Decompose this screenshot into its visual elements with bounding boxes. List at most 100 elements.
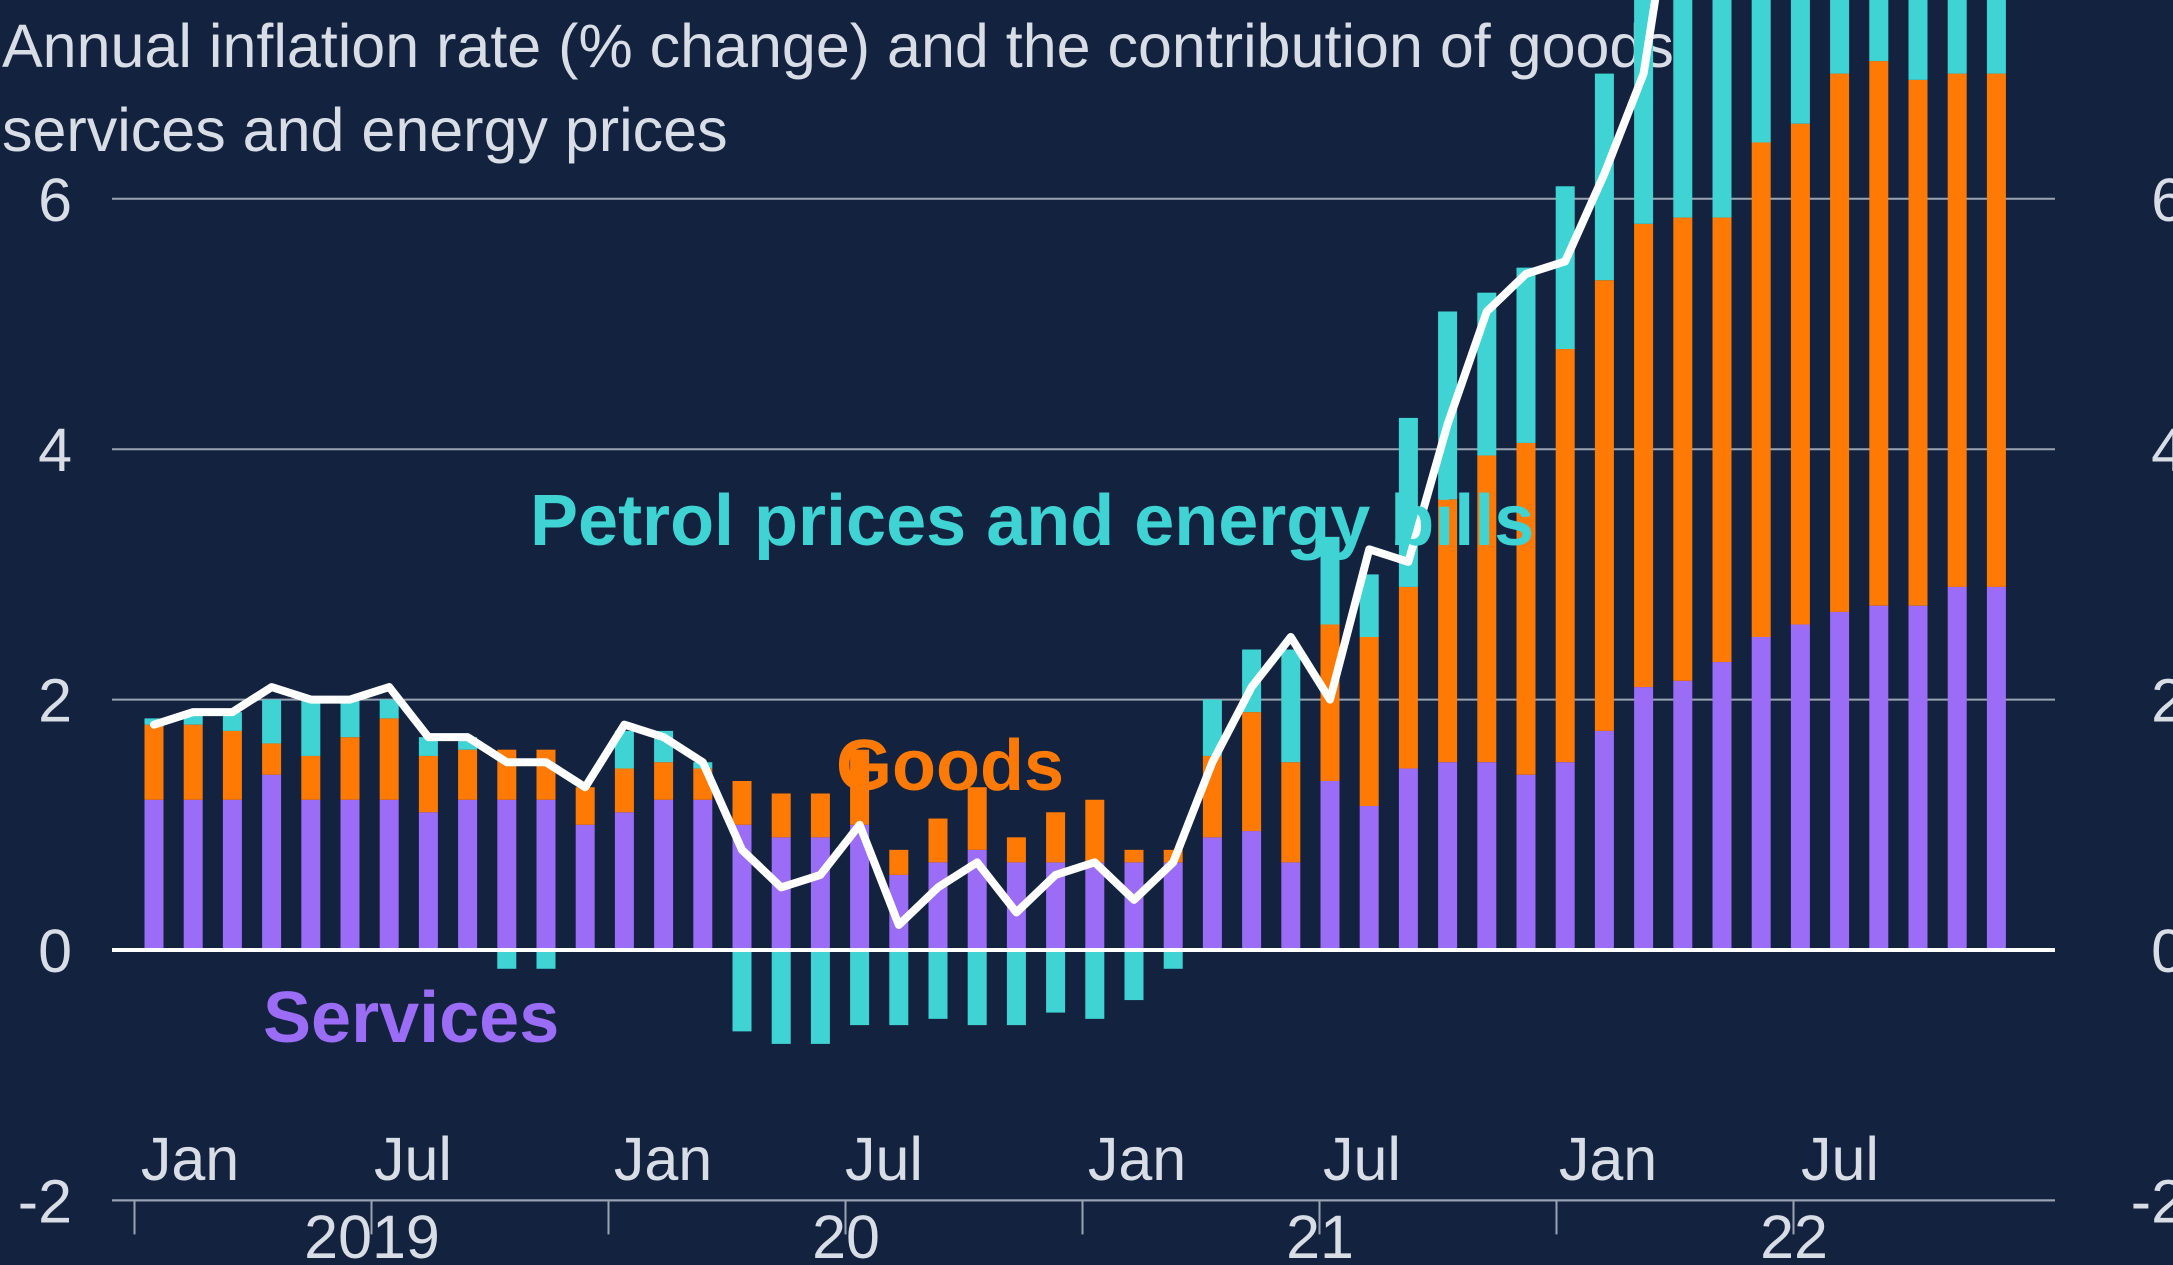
bar-energy	[1516, 267, 1536, 443]
bar-goods	[222, 730, 242, 800]
bar-services	[889, 874, 909, 950]
inflation-line-group	[150, 0, 1660, 929]
axes: -2-2002244668810101212JanJulJanJulJanJul…	[18, 166, 2173, 1265]
bar-goods	[850, 749, 870, 825]
bar-services	[850, 824, 870, 950]
bar-energy	[536, 950, 556, 969]
bar-services	[340, 799, 360, 950]
bar-energy	[1908, 0, 1928, 80]
x-tick-label: Jan	[1088, 1125, 1186, 1193]
x-tick-label: Jan	[141, 1125, 239, 1193]
bar-goods	[340, 737, 360, 800]
bar-goods	[654, 762, 674, 800]
bar-services	[1869, 605, 1889, 950]
bar-goods	[1908, 79, 1928, 606]
bar-services	[1947, 586, 1967, 950]
bar-goods	[967, 787, 987, 850]
bar-services	[1790, 624, 1810, 950]
bar-services	[1634, 687, 1654, 950]
bar-goods	[262, 743, 282, 775]
bar-services	[1359, 806, 1379, 950]
bar-goods	[575, 787, 595, 825]
bar-services	[1751, 637, 1771, 950]
y-tick-label-right: -2	[2131, 1167, 2173, 1235]
bar-goods	[771, 793, 791, 838]
y-tick-label-left: 2	[38, 667, 72, 735]
bar-energy	[850, 950, 870, 1026]
y-tick-label-right: 4	[2151, 416, 2173, 484]
bar-services	[1085, 862, 1105, 950]
bar-goods	[1712, 217, 1732, 663]
bar-goods	[418, 755, 438, 813]
bar-goods	[1438, 499, 1458, 763]
bar-goods	[144, 724, 164, 800]
y-tick-label-right: 6	[2151, 166, 2173, 234]
bar-energy	[1869, 0, 1889, 62]
bar-energy	[889, 950, 909, 1026]
x-year-label: 22	[1760, 1203, 1828, 1265]
bar-energy	[928, 950, 948, 1019]
bar-energy	[301, 699, 321, 756]
bar-goods	[1634, 223, 1654, 688]
bar-energy	[732, 950, 752, 1032]
bar-services	[654, 799, 674, 950]
bar-goods	[301, 755, 321, 800]
annotation-services: Services	[263, 978, 559, 1058]
bar-services	[693, 799, 713, 950]
bar-goods	[1986, 73, 2006, 587]
bar-energy	[222, 712, 242, 731]
bar-services	[1281, 862, 1301, 950]
bar-services	[810, 837, 830, 950]
bar-services	[262, 774, 282, 950]
bar-services	[379, 799, 399, 950]
bar-goods	[928, 818, 948, 863]
bar-services	[1712, 662, 1732, 950]
bar-energy	[1046, 950, 1066, 1013]
bar-energy	[340, 699, 360, 738]
bar-services	[183, 799, 203, 950]
annotations: Petrol prices and energy bills Goods Servi…	[263, 481, 1534, 1058]
bar-services	[1477, 762, 1497, 950]
bar-services	[1673, 680, 1693, 950]
bar-energy	[1281, 649, 1301, 763]
bar-goods	[1398, 586, 1418, 769]
x-tick-label: Jan	[614, 1125, 712, 1193]
x-year-label: 21	[1286, 1203, 1354, 1265]
bars	[144, 0, 2006, 1044]
bar-goods	[1281, 762, 1301, 863]
bar-energy	[810, 950, 830, 1044]
chart-title: Annual inflation rate (% change) and the…	[2, 12, 1691, 164]
x-tick-label: Jul	[845, 1125, 923, 1193]
x-year-label: 20	[812, 1203, 880, 1265]
bar-goods	[1594, 280, 1614, 731]
bar-energy	[1712, 0, 1732, 218]
bar-goods	[1242, 712, 1262, 832]
x-year-label: 2019	[304, 1203, 440, 1265]
bar-energy	[614, 730, 634, 769]
bar-services	[1438, 762, 1458, 950]
bar-energy	[1124, 950, 1144, 1001]
bar-goods	[536, 749, 556, 800]
bar-energy	[379, 699, 399, 719]
bar-services	[1908, 605, 1928, 950]
bar-services	[614, 812, 634, 950]
bar-energy	[771, 950, 791, 1044]
bar-goods	[614, 768, 634, 813]
bar-services	[1124, 862, 1144, 950]
bar-services	[1242, 831, 1262, 950]
bar-energy	[1555, 186, 1575, 350]
bar-energy	[1673, 0, 1693, 218]
bar-services	[1986, 586, 2006, 950]
bar-energy	[1163, 950, 1183, 969]
bar-energy	[1320, 536, 1340, 625]
bar-services	[1163, 862, 1183, 950]
bar-services	[928, 862, 948, 950]
bar-services	[1830, 611, 1850, 950]
bar-goods	[183, 724, 203, 800]
bar-goods	[1477, 455, 1497, 763]
bar-energy	[1947, 0, 1967, 74]
bar-services	[222, 799, 242, 950]
inflation-line	[150, 0, 1660, 929]
